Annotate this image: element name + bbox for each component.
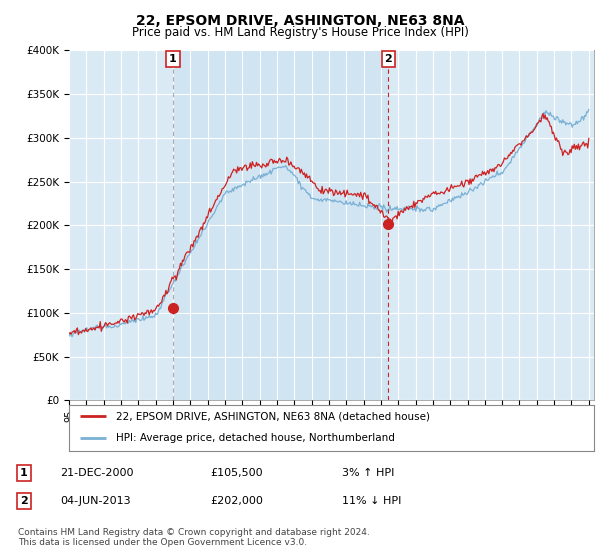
Text: 2: 2 bbox=[385, 54, 392, 64]
Bar bbox=[173, 50, 388, 400]
Text: 1: 1 bbox=[169, 54, 177, 64]
Text: 22, EPSOM DRIVE, ASHINGTON, NE63 8NA (detached house): 22, EPSOM DRIVE, ASHINGTON, NE63 8NA (de… bbox=[116, 412, 430, 421]
Text: 21-DEC-2000: 21-DEC-2000 bbox=[60, 468, 133, 478]
Text: 2: 2 bbox=[20, 496, 28, 506]
Text: Price paid vs. HM Land Registry's House Price Index (HPI): Price paid vs. HM Land Registry's House … bbox=[131, 26, 469, 39]
Text: 3% ↑ HPI: 3% ↑ HPI bbox=[342, 468, 394, 478]
Text: 22, EPSOM DRIVE, ASHINGTON, NE63 8NA: 22, EPSOM DRIVE, ASHINGTON, NE63 8NA bbox=[136, 14, 464, 28]
Text: £105,500: £105,500 bbox=[210, 468, 263, 478]
Text: 04-JUN-2013: 04-JUN-2013 bbox=[60, 496, 131, 506]
Text: 11% ↓ HPI: 11% ↓ HPI bbox=[342, 496, 401, 506]
Text: 1: 1 bbox=[20, 468, 28, 478]
Text: £202,000: £202,000 bbox=[210, 496, 263, 506]
Text: Contains HM Land Registry data © Crown copyright and database right 2024.
This d: Contains HM Land Registry data © Crown c… bbox=[18, 528, 370, 547]
Text: HPI: Average price, detached house, Northumberland: HPI: Average price, detached house, Nort… bbox=[116, 433, 395, 443]
